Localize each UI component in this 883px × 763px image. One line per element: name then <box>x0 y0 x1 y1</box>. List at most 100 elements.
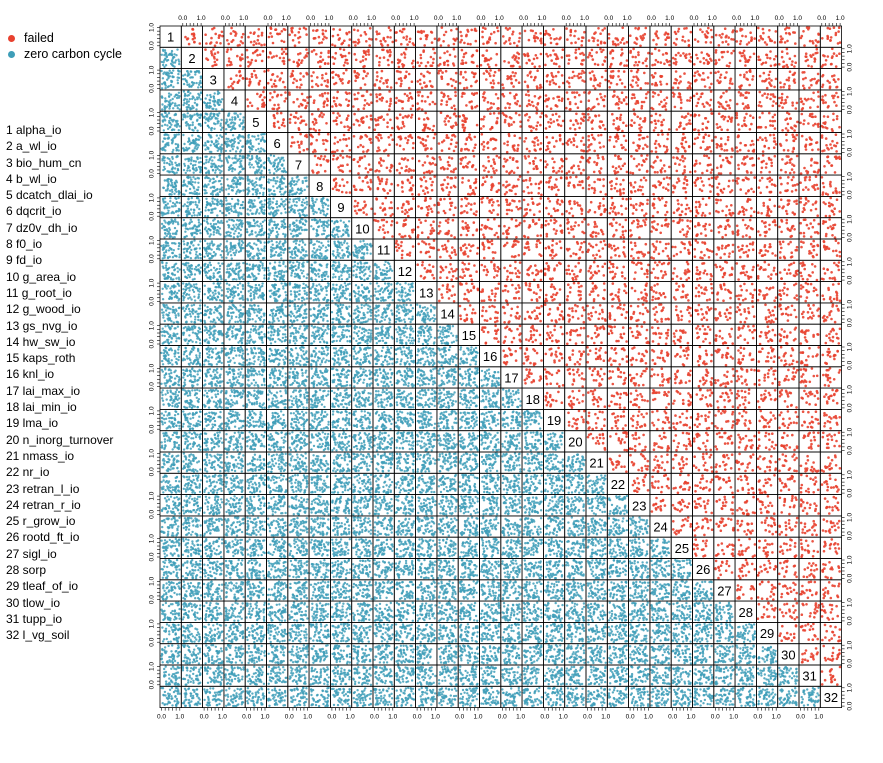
data-point <box>403 212 407 215</box>
data-point <box>758 233 762 237</box>
data-point <box>635 70 639 74</box>
data-point <box>483 256 486 260</box>
data-point <box>358 176 361 179</box>
data-point <box>353 52 357 56</box>
data-point <box>811 53 815 56</box>
data-point <box>683 116 686 119</box>
data-point <box>312 71 315 74</box>
data-point <box>599 92 602 96</box>
data-point <box>382 82 385 85</box>
data-point <box>334 51 338 55</box>
data-point <box>506 275 510 279</box>
data-point <box>431 265 435 269</box>
data-point <box>535 245 538 249</box>
data-point <box>503 266 506 270</box>
data-point <box>710 176 714 180</box>
data-point <box>773 204 776 208</box>
data-point <box>714 59 717 62</box>
data-point <box>802 102 805 106</box>
data-point <box>570 41 573 45</box>
data-point <box>568 101 572 104</box>
data-point <box>344 58 348 62</box>
data-point <box>598 120 602 123</box>
data-point <box>270 35 274 38</box>
data-point <box>386 230 390 234</box>
data-point <box>412 141 415 145</box>
data-point <box>698 74 702 77</box>
data-point <box>624 148 627 152</box>
parameter-list-item: 13 gs_nvg_io <box>6 318 113 334</box>
data-point <box>740 54 744 58</box>
data-point <box>740 162 744 165</box>
data-point <box>460 147 463 151</box>
data-point <box>651 184 655 188</box>
legend-label-failed: failed <box>24 31 54 45</box>
data-point <box>773 154 777 158</box>
data-point <box>802 30 805 33</box>
data-point <box>577 261 580 265</box>
data-point <box>464 164 468 168</box>
data-point <box>547 268 550 272</box>
data-point <box>536 143 540 146</box>
data-point <box>695 53 698 57</box>
data-point <box>488 74 492 78</box>
data-point <box>357 73 361 76</box>
data-point <box>760 160 764 164</box>
data-point <box>653 63 657 66</box>
data-point <box>311 171 315 174</box>
data-point <box>391 126 394 130</box>
data-point <box>453 248 456 252</box>
data-point <box>280 30 284 33</box>
data-point <box>556 202 559 205</box>
data-point <box>473 72 477 76</box>
data-point <box>779 191 782 194</box>
data-point <box>464 118 467 121</box>
data-point <box>760 220 764 223</box>
data-point <box>744 57 747 61</box>
data-point <box>591 245 595 249</box>
data-point <box>510 209 514 212</box>
data-point <box>529 265 533 268</box>
data-point <box>588 208 592 212</box>
parameter-list-item: 1 alpha_io <box>6 122 113 138</box>
data-point <box>440 149 444 152</box>
data-point <box>338 114 341 117</box>
data-point <box>687 43 691 47</box>
data-point <box>217 36 221 39</box>
data-point <box>507 61 511 64</box>
data-point <box>683 187 687 190</box>
data-point <box>364 167 368 170</box>
data-point <box>679 54 682 57</box>
data-point <box>730 51 733 55</box>
data-point <box>638 204 642 207</box>
data-point <box>364 50 368 53</box>
data-point <box>380 179 384 183</box>
data-point <box>663 204 667 207</box>
data-point <box>716 192 719 196</box>
data-point <box>466 42 470 46</box>
data-point <box>638 168 641 172</box>
data-point <box>446 160 450 164</box>
data-point <box>342 48 346 52</box>
data-point <box>685 235 688 238</box>
data-point <box>470 282 474 286</box>
data-point <box>531 62 534 65</box>
data-point <box>693 113 697 116</box>
data-point <box>762 71 766 75</box>
data-point <box>715 146 719 149</box>
data-point <box>769 64 773 68</box>
data-point <box>468 133 471 136</box>
data-point <box>814 175 818 178</box>
data-point <box>419 184 423 188</box>
data-point <box>604 78 607 82</box>
data-point <box>543 272 547 275</box>
data-point <box>785 218 789 222</box>
data-point <box>589 78 593 81</box>
data-point <box>370 118 373 121</box>
data-point <box>702 184 705 187</box>
data-point <box>311 85 314 89</box>
data-point <box>784 31 788 35</box>
data-point <box>446 221 450 224</box>
data-point <box>445 136 449 139</box>
data-point <box>333 136 337 139</box>
